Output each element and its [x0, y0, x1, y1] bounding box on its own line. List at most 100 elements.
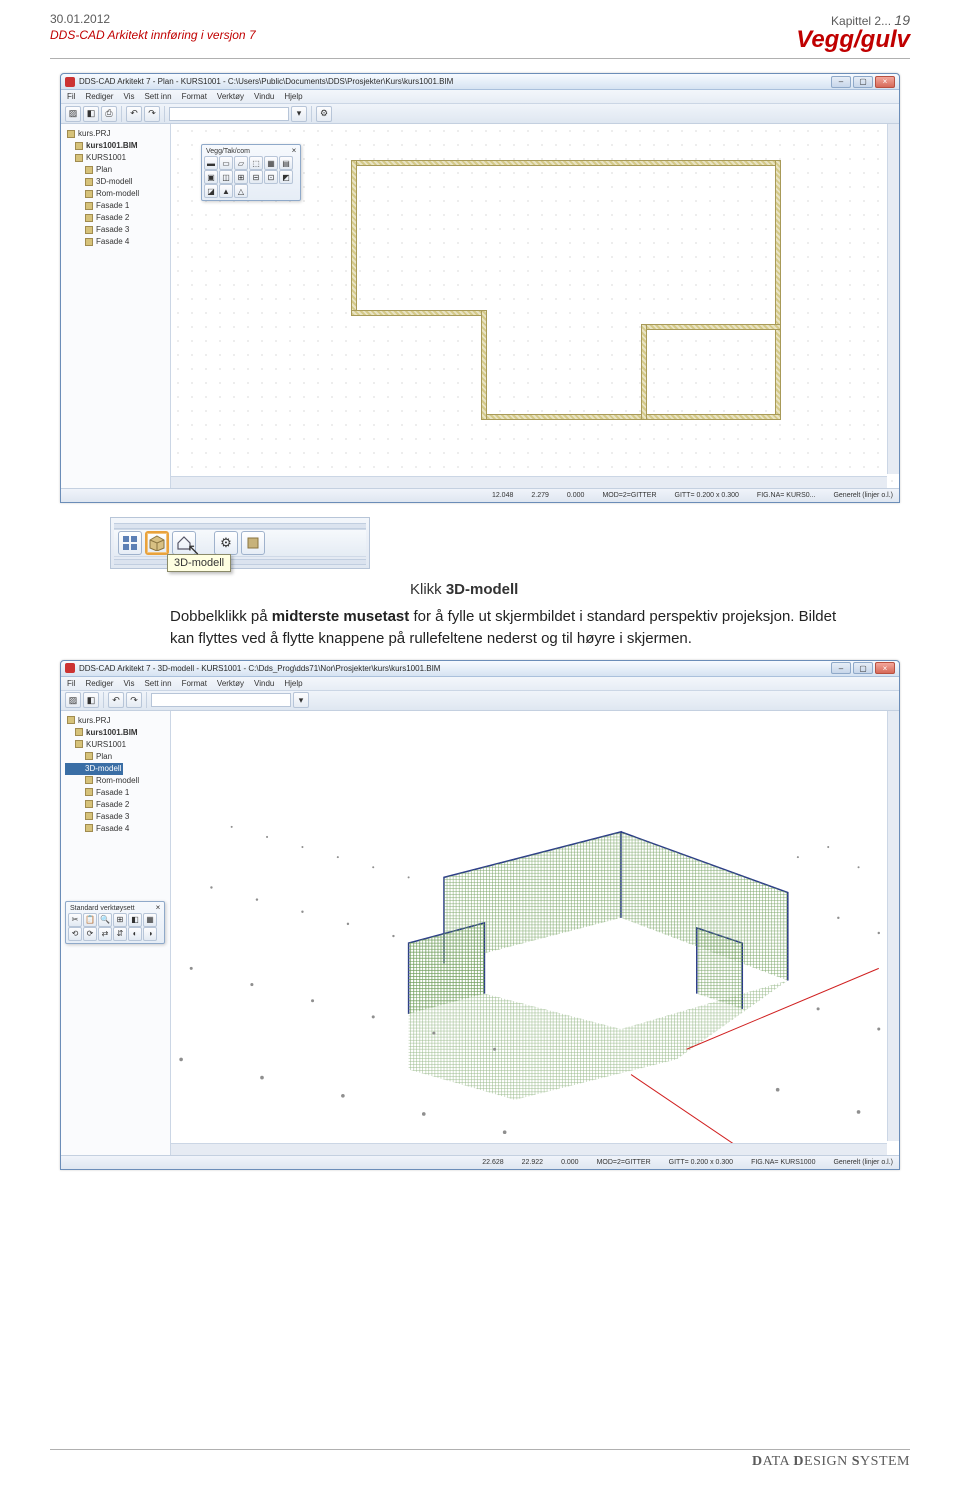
menu-item[interactable]: Format	[182, 92, 207, 101]
close-button[interactable]: ×	[875, 76, 895, 88]
maximize-button[interactable]: ▢	[853, 662, 873, 674]
palette-button[interactable]: 🔍	[98, 913, 112, 927]
palette-button[interactable]: ⇵	[113, 927, 127, 941]
palette-button[interactable]: ◐	[128, 927, 142, 941]
toolbar-button[interactable]: ⚙	[316, 106, 332, 122]
menu-item[interactable]: Vis	[123, 679, 134, 688]
palette-button[interactable]: 📋	[83, 913, 97, 927]
tree-item[interactable]: Fasade 1	[65, 787, 166, 799]
palette-button[interactable]: ▤	[279, 156, 293, 170]
maximize-button[interactable]: ▢	[853, 76, 873, 88]
tree-item[interactable]: Fasade 2	[65, 799, 166, 811]
palette-button[interactable]: ▦	[264, 156, 278, 170]
toolbar-button[interactable]: ↶	[108, 692, 124, 708]
menu-item[interactable]: Rediger	[85, 679, 113, 688]
toolbar-field[interactable]	[169, 107, 289, 121]
tree-root[interactable]: kurs.PRJ	[65, 715, 166, 727]
scrollbar-vertical[interactable]	[887, 124, 899, 474]
instruction-line1: Klikk 3D-modell	[410, 581, 910, 598]
scrollbar-horizontal[interactable]	[171, 476, 887, 488]
menu-item[interactable]: Fil	[67, 679, 75, 688]
menu-item[interactable]: Hjelp	[284, 679, 302, 688]
tree-item[interactable]: Fasade 3	[65, 224, 166, 236]
palette-button[interactable]: ⊟	[249, 170, 263, 184]
tree-item[interactable]: Fasade 3	[65, 811, 166, 823]
grid-view-icon[interactable]	[118, 531, 142, 555]
menu-item[interactable]: Rediger	[85, 92, 113, 101]
tree-item[interactable]: Plan	[65, 751, 166, 763]
tree-item[interactable]: Rom-modell	[65, 188, 166, 200]
menu-item[interactable]: Vis	[123, 92, 134, 101]
palette-button[interactable]: ⊞	[113, 913, 127, 927]
standard-toolset-palette[interactable]: Standard verktøysett × ✂ 📋 🔍 ⊞ ◧ ▦ ⟲ ⟳ ⇄	[65, 901, 165, 944]
palette-button[interactable]: ◑	[143, 927, 157, 941]
toolbar-button[interactable]: ▨	[65, 692, 81, 708]
palette-button[interactable]: ▭	[219, 156, 233, 170]
palette-button[interactable]: ▦	[143, 913, 157, 927]
palette-button[interactable]: ✂	[68, 913, 82, 927]
menu-item[interactable]: Hjelp	[284, 92, 302, 101]
menu-item[interactable]: Vindu	[254, 679, 274, 688]
palette-button[interactable]: ⊡	[264, 170, 278, 184]
3d-canvas[interactable]	[171, 711, 899, 1155]
menu-item[interactable]: Sett inn	[144, 679, 171, 688]
menu-item[interactable]: Format	[182, 679, 207, 688]
menu-item[interactable]: Sett inn	[144, 92, 171, 101]
palette-button[interactable]: ▱	[234, 156, 248, 170]
palette-button[interactable]: ◧	[128, 913, 142, 927]
tree-item[interactable]: Fasade 4	[65, 823, 166, 835]
palette-button[interactable]: ▣	[204, 170, 218, 184]
minimize-button[interactable]: –	[831, 662, 851, 674]
palette-button[interactable]: ⇄	[98, 927, 112, 941]
plan-canvas[interactable]: Vegg/Tak/com × ▬ ▭ ▱ ⬚ ▦ ▤ ▣ ◫ ⊞ ⊟	[171, 124, 899, 488]
palette-button[interactable]: ◪	[204, 184, 218, 198]
tree-bim[interactable]: kurs1001.BIM	[65, 727, 166, 739]
toolbar-button[interactable]: ↷	[144, 106, 160, 122]
palette-button[interactable]: ⊞	[234, 170, 248, 184]
tree-bim[interactable]: kurs1001.BIM	[65, 140, 166, 152]
toolbar-button[interactable]: ◧	[83, 692, 99, 708]
menu-item[interactable]: Verktøy	[217, 92, 244, 101]
palette-button[interactable]: ▲	[219, 184, 233, 198]
menu-item[interactable]: Fil	[67, 92, 75, 101]
tree-root[interactable]: kurs.PRJ	[65, 128, 166, 140]
toolbar-field[interactable]	[151, 693, 291, 707]
palette-button[interactable]: ◫	[219, 170, 233, 184]
tree-item-selected[interactable]: 3D-modell	[65, 763, 123, 775]
model-3d-icon[interactable]	[145, 531, 169, 555]
tree-item[interactable]: Fasade 2	[65, 212, 166, 224]
minimize-button[interactable]: –	[831, 76, 851, 88]
tree-item[interactable]: 3D-modell	[65, 176, 166, 188]
palette-button[interactable]: ⬚	[249, 156, 263, 170]
palette-button[interactable]: △	[234, 184, 248, 198]
palette-button[interactable]: ◩	[279, 170, 293, 184]
tree-item[interactable]: Fasade 1	[65, 200, 166, 212]
palette-button[interactable]: ▬	[204, 156, 218, 170]
toolbar-button[interactable]: ▨	[65, 106, 81, 122]
wall-palette[interactable]: Vegg/Tak/com × ▬ ▭ ▱ ⬚ ▦ ▤ ▣ ◫ ⊞ ⊟	[201, 144, 301, 201]
palette-close-icon[interactable]: ×	[153, 903, 163, 913]
gear-icon[interactable]: ⚙	[214, 531, 238, 555]
toolbar-button[interactable]: ▾	[291, 106, 307, 122]
tree-item[interactable]: Fasade 4	[65, 236, 166, 248]
palette-close-icon[interactable]: ×	[289, 146, 299, 156]
close-button[interactable]: ×	[875, 662, 895, 674]
tree-item[interactable]: Rom-modell	[65, 775, 166, 787]
scrollbar-horizontal[interactable]	[171, 1143, 887, 1155]
cube-icon[interactable]	[241, 531, 265, 555]
scrollbar-vertical[interactable]	[887, 711, 899, 1141]
menu-item[interactable]: Vindu	[254, 92, 274, 101]
palette-button[interactable]: ⟳	[83, 927, 97, 941]
toolbar-button[interactable]: ◧	[83, 106, 99, 122]
menu-item[interactable]: Verktøy	[217, 679, 244, 688]
palette-button[interactable]: ⟲	[68, 927, 82, 941]
status-value: 0.000	[561, 1159, 579, 1166]
wall	[351, 160, 357, 315]
toolbar-button[interactable]: ▾	[293, 692, 309, 708]
tree-model[interactable]: KURS1001	[65, 152, 166, 164]
toolbar-button[interactable]: ↶	[126, 106, 142, 122]
tree-model[interactable]: KURS1001	[65, 739, 166, 751]
toolbar-button[interactable]: ↷	[126, 692, 142, 708]
tree-item[interactable]: Plan	[65, 164, 166, 176]
toolbar-button[interactable]: ⎙	[101, 106, 117, 122]
